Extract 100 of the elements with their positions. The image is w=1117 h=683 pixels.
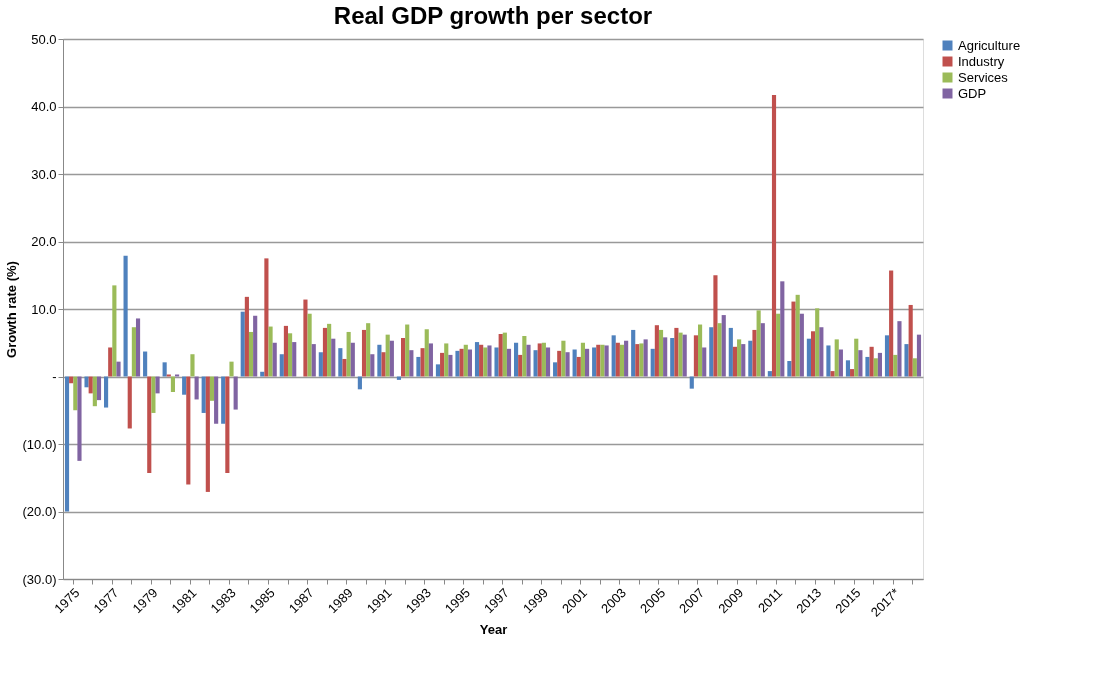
bar <box>650 348 655 377</box>
bar <box>826 345 831 377</box>
bar <box>732 346 738 377</box>
bar <box>357 376 362 390</box>
bar <box>279 354 284 377</box>
bar <box>553 362 558 377</box>
bar <box>592 347 597 377</box>
bar <box>522 336 527 377</box>
bar <box>416 356 421 377</box>
bar <box>240 311 245 377</box>
bar <box>104 376 109 408</box>
bar <box>585 348 590 377</box>
bar <box>487 345 492 377</box>
bar <box>498 333 503 377</box>
bar <box>190 354 195 377</box>
bar <box>186 376 191 485</box>
bar <box>624 340 629 377</box>
bar <box>214 376 219 424</box>
bar <box>233 376 238 410</box>
bar <box>346 331 351 377</box>
legend-label: Agriculture <box>958 37 1021 53</box>
bar <box>693 335 698 377</box>
bar <box>611 335 616 377</box>
bar <box>541 342 546 377</box>
bar <box>806 338 811 377</box>
bar <box>713 275 718 377</box>
bar <box>697 324 703 377</box>
bar <box>194 376 199 400</box>
bar <box>897 321 902 377</box>
y-tick-label: (30.0) <box>22 571 57 587</box>
bar <box>401 338 406 377</box>
bar <box>787 360 792 377</box>
bar <box>322 327 328 377</box>
bar <box>88 376 93 394</box>
bar <box>84 376 89 388</box>
y-tick-label: 40.0 <box>31 99 57 114</box>
chart-title: Real GDP growth per sector <box>333 2 653 29</box>
bar <box>311 344 316 377</box>
bar <box>604 345 609 377</box>
bar <box>654 325 659 377</box>
bar <box>370 354 375 377</box>
bar <box>518 354 523 377</box>
bar <box>170 376 176 393</box>
bar <box>96 376 102 401</box>
bar <box>884 335 890 377</box>
bar <box>155 376 160 394</box>
bar <box>506 348 512 377</box>
bar <box>908 304 913 377</box>
bar <box>143 351 148 377</box>
legend-label: Services <box>958 69 1009 85</box>
bar <box>268 326 273 377</box>
y-tick-label: 20.0 <box>31 234 57 249</box>
bar <box>424 329 429 377</box>
bar <box>771 95 777 377</box>
bar <box>307 313 312 377</box>
bar <box>780 281 785 377</box>
bar <box>123 255 128 377</box>
legend-label: GDP <box>958 85 987 101</box>
bar <box>288 333 293 377</box>
bar <box>678 332 683 377</box>
bar <box>537 343 542 377</box>
bar <box>721 315 726 377</box>
bar <box>420 348 425 377</box>
bar <box>318 352 323 377</box>
bar <box>904 344 909 377</box>
bar <box>221 376 226 424</box>
bar <box>561 340 566 377</box>
bar <box>810 331 816 377</box>
bar <box>845 360 851 377</box>
bar <box>147 376 152 474</box>
bar <box>327 323 332 377</box>
bar <box>576 356 581 377</box>
bar <box>877 352 882 377</box>
bar <box>303 299 308 377</box>
bar <box>381 352 386 377</box>
bar <box>912 358 917 377</box>
bar <box>127 376 132 429</box>
bar <box>459 348 464 377</box>
bar <box>135 318 141 377</box>
bar <box>229 361 234 377</box>
bar <box>596 344 601 377</box>
bar <box>467 349 473 377</box>
bar <box>815 308 820 377</box>
bar <box>77 376 82 461</box>
bar <box>435 364 441 377</box>
bar <box>502 332 507 377</box>
bar <box>409 350 414 377</box>
bar <box>331 338 336 377</box>
bar <box>670 338 675 377</box>
bar <box>916 334 922 377</box>
bar <box>795 294 800 377</box>
bar <box>361 329 367 377</box>
bar <box>444 343 449 377</box>
bar <box>131 327 136 377</box>
bar <box>791 301 796 377</box>
bar <box>182 376 187 395</box>
x-axis-title: Year <box>479 621 508 637</box>
bar <box>717 323 722 377</box>
bar <box>854 338 859 377</box>
bar <box>479 344 484 377</box>
